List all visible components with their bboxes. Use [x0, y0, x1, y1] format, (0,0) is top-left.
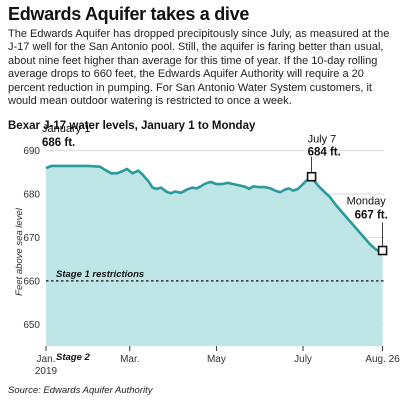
reference-layer: Stage 1 restrictions Stage 2 [46, 269, 384, 363]
band-label-0: Stage 1 restrictions [56, 269, 144, 280]
water-level-line [45, 164, 383, 253]
annotation-value-monday: 667 ft. [355, 210, 388, 222]
annotation-value-jan: 686 ft. [42, 137, 75, 149]
y-tick-label-680: 680 [23, 190, 40, 201]
chart-title: Bexar J-17 water levels, January 1 to Mo… [8, 120, 256, 132]
area-layer [45, 164, 383, 346]
x-tick-sublabel-0: 2019 [35, 366, 58, 377]
y-tick-label-670: 670 [23, 233, 40, 244]
y-tick-label-650: 650 [23, 320, 40, 331]
annotation-marker-july [306, 171, 317, 182]
x-tick-label-3: July [294, 354, 312, 365]
annotation-label-july: July 7 [308, 134, 337, 146]
y-axis-title: Feet above sea level [14, 207, 25, 296]
water-level-area [46, 165, 383, 346]
x-tick-label-0: Jan. [37, 354, 56, 365]
intro-paragraph: The Edwards Aquifer has dropped precipit… [8, 28, 390, 108]
y-tick-label-690: 690 [23, 146, 40, 157]
annotation-label-monday: Monday [347, 196, 387, 208]
x-tick-label-1: Mar. [120, 354, 139, 365]
source-note: Source: Edwards Aquifer Authority [8, 385, 153, 396]
y-tick-label-660: 660 [23, 276, 40, 287]
axis-layer: 650 660 670 680 690 Jan.2019 Mar. May July Aug. 2… [14, 146, 400, 377]
headline: Edwards Aquifer takes a dive [8, 4, 250, 24]
x-tick-label-4: Aug. 26 [365, 354, 400, 365]
annotation-marker-monday [377, 245, 388, 256]
x-tick-label-2: May [207, 354, 226, 365]
annotation-label-jan: January 1 [42, 123, 90, 135]
annotation-value-july: 684 ft. [308, 147, 341, 159]
band-label-1: Stage 2 [56, 352, 91, 363]
